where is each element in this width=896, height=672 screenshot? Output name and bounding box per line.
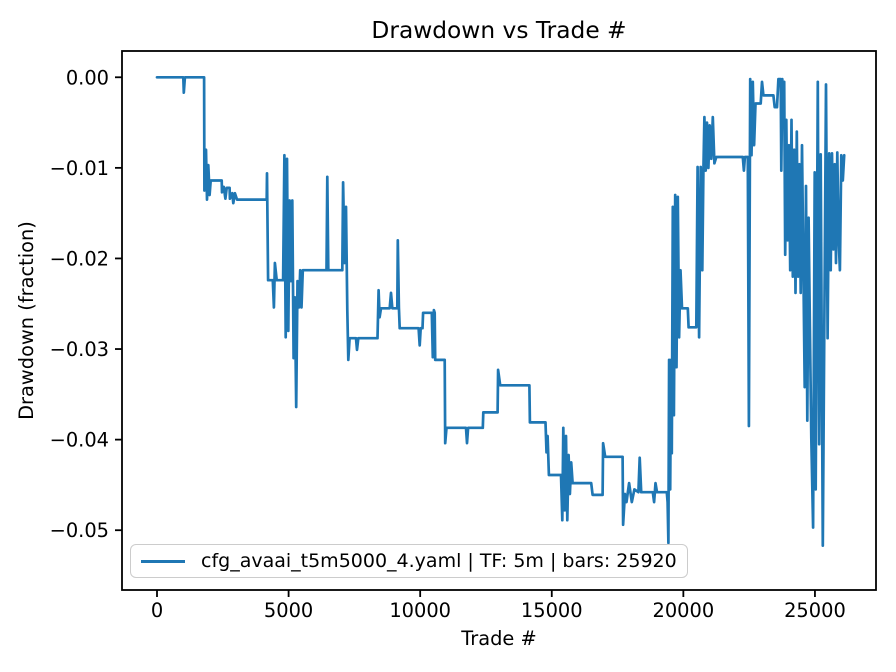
x-tick-label: 0 bbox=[151, 599, 163, 622]
y-tick-label: −0.05 bbox=[50, 519, 109, 542]
y-tick-label: −0.02 bbox=[50, 247, 109, 270]
plot-border bbox=[121, 50, 877, 591]
x-tick-label: 10000 bbox=[389, 599, 451, 622]
legend: cfg_avaai_t5m5000_4.yaml | TF: 5m | bars… bbox=[130, 544, 688, 578]
axis-ticks: 0 5000 10000 15000 20000 25000 0.00 −0.01 −0.02 −… bbox=[50, 66, 846, 622]
y-tick-label: 0.00 bbox=[66, 66, 109, 89]
y-tick-label: −0.01 bbox=[50, 157, 109, 180]
x-tick-label: 15000 bbox=[521, 599, 583, 622]
y-tick-label: −0.04 bbox=[50, 429, 109, 452]
x-tick-label: 5000 bbox=[264, 599, 313, 622]
legend-line-sample bbox=[141, 559, 185, 563]
chart-title: Drawdown vs Trade # bbox=[371, 17, 626, 44]
y-tick-label: −0.03 bbox=[50, 338, 109, 361]
x-tick-label: 25000 bbox=[784, 599, 846, 622]
y-axis-label: Drawdown (fraction) bbox=[15, 221, 38, 420]
legend-label: cfg_avaai_t5m5000_4.yaml | TF: 5m | bars… bbox=[201, 549, 677, 572]
x-tick-label: 20000 bbox=[653, 599, 715, 622]
x-axis-label: Trade # bbox=[460, 627, 537, 650]
drawdown-line-series bbox=[155, 75, 846, 547]
drawdown-line bbox=[155, 75, 846, 547]
